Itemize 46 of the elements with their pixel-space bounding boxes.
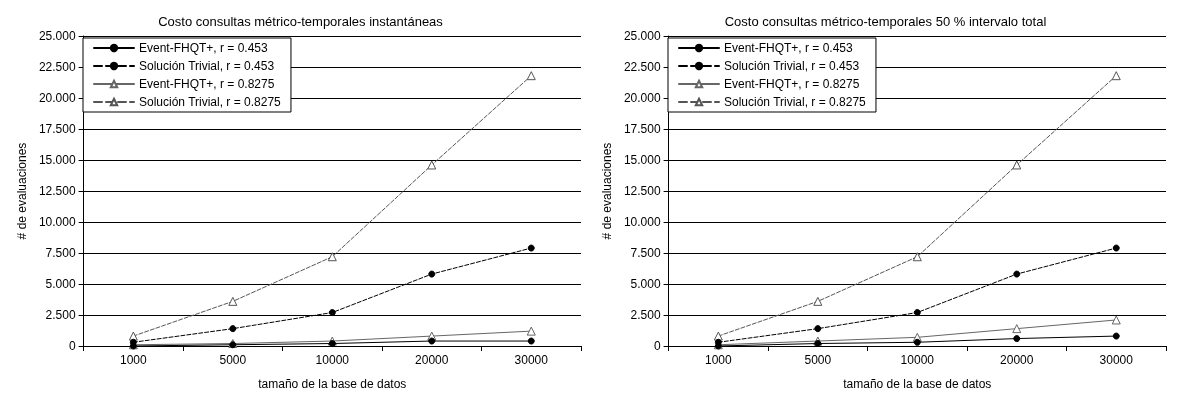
- y-tick-label: 20.000: [38, 91, 76, 105]
- y-tick-label: 15.000: [38, 153, 76, 167]
- x-tick-label: 1000: [704, 353, 733, 367]
- y-tick-label: 22.500: [38, 60, 76, 74]
- y-tick-label: 17.500: [623, 122, 661, 136]
- legend-label: Event-FHQT+, r = 0.8275: [139, 77, 275, 91]
- legend-label: Solución Trivial, r = 0.8275: [724, 95, 867, 109]
- y-tick-label: 2.500: [45, 308, 76, 322]
- x-tick-label: 30000: [514, 353, 549, 367]
- y-tick-label: 12.500: [623, 184, 661, 198]
- chart-title: Costo consultas métrico-temporales instantáneas: [158, 14, 444, 29]
- legend-label: Event-FHQT+, r = 0.453: [139, 41, 269, 55]
- x-tick-label: 5000: [804, 353, 832, 367]
- y-tick-label: 0: [68, 339, 76, 353]
- legend-label: Solución Trivial, r = 0.8275: [139, 95, 282, 109]
- x-axis-title: tamaño de la base de datos: [843, 377, 992, 391]
- y-tick-label: 20.000: [623, 91, 661, 105]
- y-tick-label: 22.500: [623, 60, 661, 74]
- legend-label: Event-FHQT+, r = 0.453: [724, 41, 854, 55]
- y-tick-label: 5.000: [630, 277, 661, 291]
- legend-label: Solución Trivial, r = 0.453: [724, 59, 860, 73]
- x-tick-label: 1000: [119, 353, 148, 367]
- y-tick-label: 15.000: [623, 153, 661, 167]
- y-axis-title: # de evaluaciones: [15, 142, 29, 240]
- y-tick-label: 25.000: [38, 29, 76, 43]
- x-tick-label: 20000: [1000, 353, 1034, 367]
- y-tick-label: 0: [653, 339, 661, 353]
- legend-label: Solución Trivial, r = 0.453: [139, 59, 275, 73]
- y-tick-label: 25.000: [623, 29, 661, 43]
- x-tick-label: 10000: [315, 353, 350, 367]
- y-tick-label: 5.000: [45, 277, 76, 291]
- y-tick-label: 10.000: [38, 215, 76, 229]
- legend-label: Event-FHQT+, r = 0.8275: [724, 77, 860, 91]
- y-tick-label: 7.500: [45, 246, 76, 260]
- x-tick-label: 20000: [415, 353, 449, 367]
- y-tick-label: 2.500: [630, 308, 661, 322]
- y-tick-label: 12.500: [38, 184, 76, 198]
- y-axis-title: # de evaluaciones: [600, 142, 614, 240]
- x-tick-label: 10000: [900, 353, 935, 367]
- chart-title: Costo consultas métrico-temporales 50 % intervalo total: [724, 14, 1047, 29]
- x-tick-label: 5000: [219, 353, 247, 367]
- x-axis-title: tamaño de la base de datos: [258, 377, 407, 391]
- y-tick-label: 10.000: [623, 215, 661, 229]
- y-tick-label: 7.500: [630, 246, 661, 260]
- y-tick-label: 17.500: [38, 122, 76, 136]
- x-tick-label: 30000: [1099, 353, 1134, 367]
